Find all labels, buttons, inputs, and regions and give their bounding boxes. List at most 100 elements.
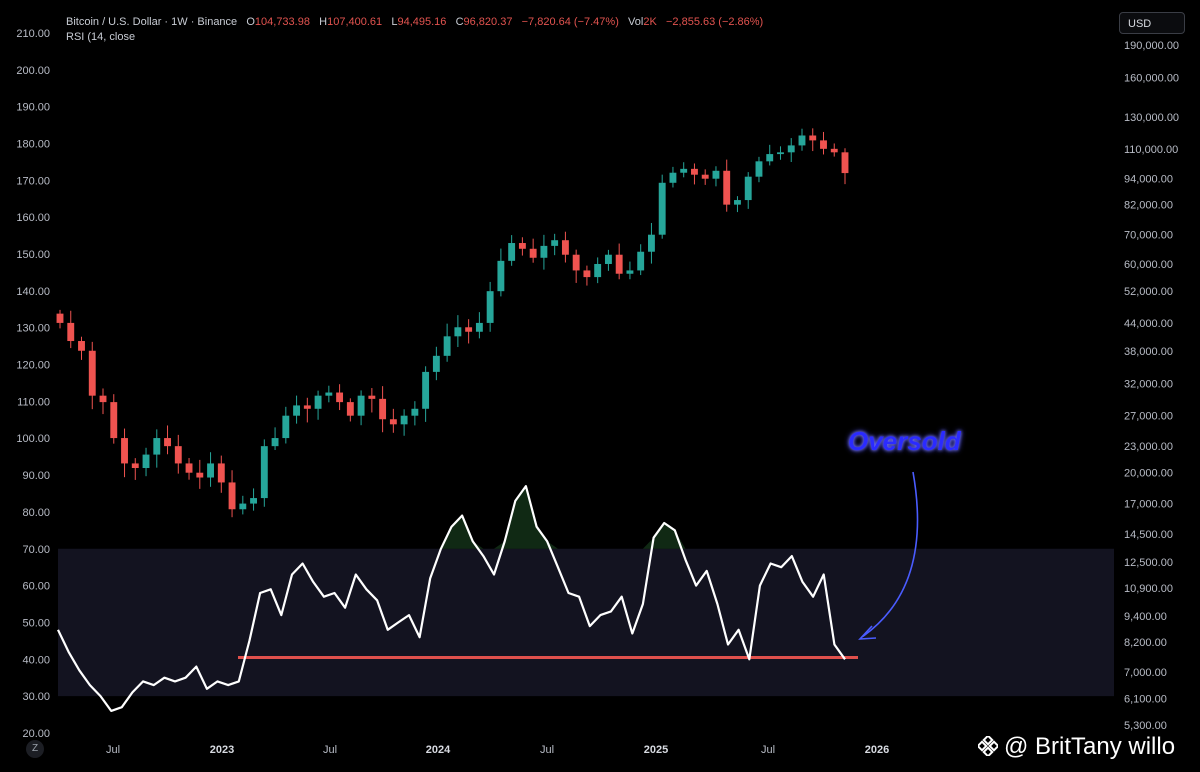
candle-up xyxy=(637,251,645,271)
left-axis-tick: 70.00 xyxy=(22,544,50,556)
rsi-overbought-fill xyxy=(58,486,845,549)
right-axis-tick: 70,000.00 xyxy=(1124,230,1173,242)
open-label: O xyxy=(246,16,255,28)
left-axis-tick: 210.00 xyxy=(16,28,50,40)
candle-down xyxy=(185,463,193,473)
right-axis-tick: 12,500.00 xyxy=(1124,557,1173,569)
candle-up xyxy=(142,454,150,469)
candle-down xyxy=(809,135,817,141)
candle-down xyxy=(228,482,236,510)
oversold-annotation: Oversold xyxy=(848,426,961,456)
candle-down xyxy=(615,254,623,274)
left-axis-tick: 140.00 xyxy=(16,286,50,298)
watermark: @ BritTany willo xyxy=(978,733,1175,761)
candle-up xyxy=(787,145,795,153)
candle-up xyxy=(626,270,634,274)
left-axis-tick: 40.00 xyxy=(22,654,50,666)
candle-down xyxy=(303,405,311,409)
left-axis-tick: 120.00 xyxy=(16,360,50,372)
candle-up xyxy=(680,168,688,173)
left-axis-tick: 110.00 xyxy=(17,396,50,408)
candle-down xyxy=(196,472,204,478)
right-axis-tick: 130,000.00 xyxy=(1124,112,1179,124)
low-value: 94,495.16 xyxy=(397,16,447,28)
candle-down xyxy=(174,446,182,464)
x-axis-tick: 2023 xyxy=(210,744,234,756)
volume-change: −2,855.63 (−2.86%) xyxy=(665,16,764,28)
right-axis-tick: 27,000.00 xyxy=(1124,411,1173,423)
right-axis-tick: 44,000.00 xyxy=(1124,318,1173,330)
candle-up xyxy=(357,395,365,416)
candle-down xyxy=(110,402,118,439)
candle-up xyxy=(508,243,516,261)
high-value: 107,400.61 xyxy=(327,16,383,28)
candle-down xyxy=(67,322,75,342)
zoom-button[interactable]: Z xyxy=(26,740,44,758)
rsi-label[interactable]: RSI (14, close xyxy=(66,31,136,43)
candle-up xyxy=(594,263,602,278)
right-axis-tick: 20,000.00 xyxy=(1124,468,1173,480)
candle-up xyxy=(153,438,161,455)
left-axis-tick: 190.00 xyxy=(16,102,50,114)
candle-down xyxy=(368,395,376,399)
low-label: L xyxy=(391,16,398,28)
candle-up xyxy=(658,182,666,235)
open-value: 104,733.98 xyxy=(254,16,310,28)
left-axis-tick: 90.00 xyxy=(22,470,50,482)
rsi-line xyxy=(57,485,846,713)
candle-up xyxy=(293,405,301,416)
right-axis-tick: 10,900.00 xyxy=(1124,583,1173,595)
candle-up xyxy=(647,234,655,252)
candle-up xyxy=(239,503,247,510)
candle-down xyxy=(346,402,354,416)
candle-up xyxy=(712,170,720,179)
left-axis-tick: 80.00 xyxy=(22,507,50,519)
currency-button[interactable]: USD xyxy=(1119,12,1185,34)
close-value: 96,820.37 xyxy=(463,16,513,28)
candle-up xyxy=(400,415,408,425)
candle-up xyxy=(486,291,494,323)
left-axis-tick: 60.00 xyxy=(22,581,50,593)
candle-down xyxy=(701,174,709,179)
right-axis-tick: 8,200.00 xyxy=(1124,637,1167,649)
right-axis-tick: 190,000.00 xyxy=(1124,40,1179,52)
candle-up xyxy=(755,161,763,177)
left-axis-tick: 30.00 xyxy=(22,691,50,703)
candle-up xyxy=(540,245,548,258)
candle-up xyxy=(325,392,333,396)
candle-up xyxy=(207,463,214,478)
right-axis-tick: 23,000.00 xyxy=(1124,441,1173,453)
candle-up xyxy=(282,415,290,439)
candle-up xyxy=(798,135,806,146)
candle-down xyxy=(336,392,344,403)
left-axis-tick: 150.00 xyxy=(16,249,50,261)
candle-up xyxy=(604,254,612,264)
candle-up xyxy=(271,438,279,447)
candle-down xyxy=(820,140,827,149)
candle-down xyxy=(56,313,64,323)
x-axis-tick: Jul xyxy=(323,744,337,756)
binance-logo-icon xyxy=(978,736,998,756)
candle-up xyxy=(734,200,741,205)
candle-down xyxy=(217,463,225,483)
x-axis-tick: Jul xyxy=(540,744,554,756)
left-axis-tick: 100.00 xyxy=(16,433,50,445)
right-axis-tick: 7,000.00 xyxy=(1124,667,1167,679)
candle-up xyxy=(454,327,462,337)
volume-value: 2K xyxy=(643,16,657,28)
right-axis-tick: 94,000.00 xyxy=(1124,174,1173,186)
candle-up xyxy=(260,446,268,499)
oversold-arrow xyxy=(861,471,919,638)
candle-down xyxy=(465,327,473,332)
candle-down xyxy=(572,254,580,271)
right-axis-tick: 110,000.00 xyxy=(1124,144,1178,156)
candle-down xyxy=(131,463,139,469)
symbol-label: Bitcoin / U.S. Dollar · 1W · Binance xyxy=(66,16,238,28)
change-value: −7,820.64 (−7.47%) xyxy=(521,16,619,28)
right-axis-tick: 160,000.00 xyxy=(1124,73,1179,85)
volume-label: Vol xyxy=(628,16,644,28)
left-axis-tick: 160.00 xyxy=(16,212,50,224)
left-axis-tick: 50.00 xyxy=(22,617,50,629)
right-axis-tick: 14,500.00 xyxy=(1124,529,1173,541)
